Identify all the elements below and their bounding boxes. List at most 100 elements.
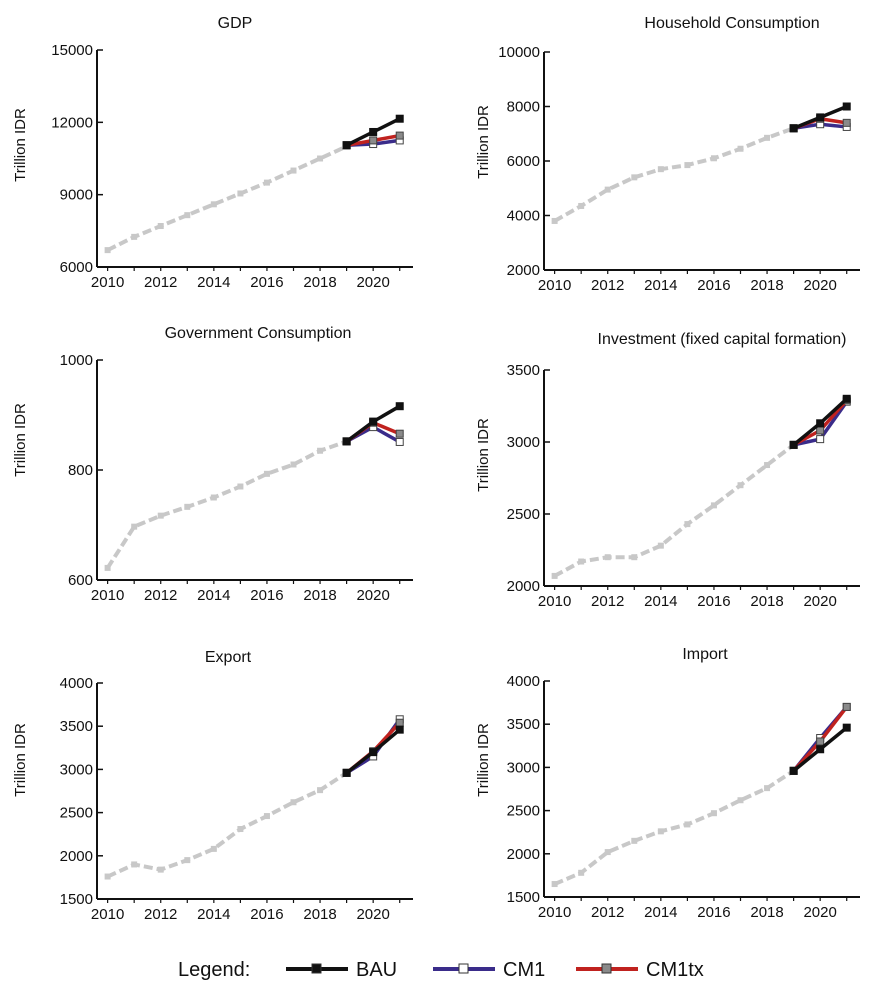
y-tick-label: 6000 [60,259,93,276]
history-point [157,512,164,519]
x-tick-label: 2014 [197,906,230,923]
series-point-bau [342,437,351,446]
history-point [684,821,691,828]
x-tick-label: 2014 [644,904,677,921]
history-point [157,223,164,230]
history-point [631,174,638,181]
x-tick-label: 2018 [303,274,336,291]
history-line [553,769,795,886]
y-axis-label: Trillion IDR [475,105,492,179]
x-tick-label: 2014 [644,277,677,294]
x-tick-label: 2012 [144,274,177,291]
y-tick-label: 4000 [507,208,540,225]
history-point [764,785,771,792]
x-tick-label: 2014 [197,274,230,291]
series-point-bau [842,102,851,111]
series-bau [789,723,851,775]
series-point-cm1 [816,435,825,444]
y-tick-label: 3500 [60,718,93,735]
x-tick-label: 2012 [591,277,624,294]
history-point [657,542,664,549]
x-tick-label: 2010 [91,587,124,604]
series-point-bau [369,127,378,136]
history-point [210,845,217,852]
history-point [710,502,717,509]
x-tick-label: 2016 [250,906,283,923]
history-point [578,558,585,565]
x-tick-label: 2010 [538,277,571,294]
history-point [263,470,270,477]
history-point [684,162,691,169]
y-tick-label: 15000 [51,42,93,59]
y-tick-label: 2000 [507,846,540,863]
series-point-bau [342,768,351,777]
series-point-cm1tx [369,136,378,145]
series-cm1 [342,423,404,446]
y-tick-label: 1500 [60,891,93,908]
history-line [106,771,348,879]
y-axis-label: Trillion IDR [12,723,29,797]
y-tick-label: 6000 [507,153,540,170]
history-point [104,247,111,254]
x-tick-label: 2010 [91,906,124,923]
history-point [604,554,611,561]
y-tick-label: 2500 [507,506,540,523]
x-tick-label: 2014 [644,593,677,610]
history-point [317,787,324,794]
chart-panel-export: Export Trillion IDR 1500 2000 2500 3000 3500 40… [12,649,413,923]
x-tick-label: 2010 [538,904,571,921]
series-point-bau [369,748,378,757]
history-point [131,861,138,868]
series-point-bau [395,725,404,734]
y-tick-label: 10000 [498,44,540,61]
history-point [578,202,585,209]
series-point-cm1tx [395,131,404,140]
history-point [290,799,297,806]
series-point-bau [369,417,378,426]
y-axis-label: Trillion IDR [12,403,29,477]
series-point-bau [842,394,851,403]
y-tick-label: 2000 [507,578,540,595]
history-point [737,482,744,489]
history-point [184,212,191,219]
legend-marker-cm1 [458,963,469,974]
x-tick-label: 2018 [750,904,783,921]
history-point [684,521,691,528]
x-tick-label: 2018 [750,277,783,294]
chart-panel-gdp: GDP Trillion IDR 6000 9000 12000 15000 2010 201… [12,15,413,291]
history-point [764,462,771,469]
history-point [184,503,191,510]
history-point [237,826,244,833]
history-point [131,233,138,240]
legend-entry-bau: BAU [286,959,397,981]
y-tick-label: 3500 [507,716,540,733]
y-tick-label: 3000 [60,761,93,778]
x-tick-label: 2012 [144,906,177,923]
history-point [237,483,244,490]
history-point [317,155,324,162]
chart-title: Import [682,646,728,663]
history-point [604,186,611,193]
series-point-cm1tx [395,718,404,727]
series-bau [342,402,404,446]
y-tick-label: 600 [68,572,93,589]
history-point [263,813,270,820]
y-axis-label: Trillion IDR [475,418,492,492]
series-point-bau [789,124,798,133]
x-tick-label: 2020 [803,904,836,921]
y-tick-label: 4000 [507,673,540,690]
history-point [657,166,664,173]
series-point-bau [395,114,404,123]
series-point-bau [842,723,851,732]
x-tick-label: 2020 [356,274,389,291]
x-tick-label: 2018 [303,587,336,604]
history-point [104,873,111,880]
y-tick-label: 1000 [60,352,93,369]
history-line [106,144,348,252]
chart-panel-investment: Investment (fixed capital formation) Tril… [475,331,860,610]
y-tick-label: 1500 [507,889,540,906]
x-tick-label: 2018 [750,593,783,610]
legend-label-cm1tx: CM1tx [646,959,704,981]
series-point-bau [789,440,798,449]
